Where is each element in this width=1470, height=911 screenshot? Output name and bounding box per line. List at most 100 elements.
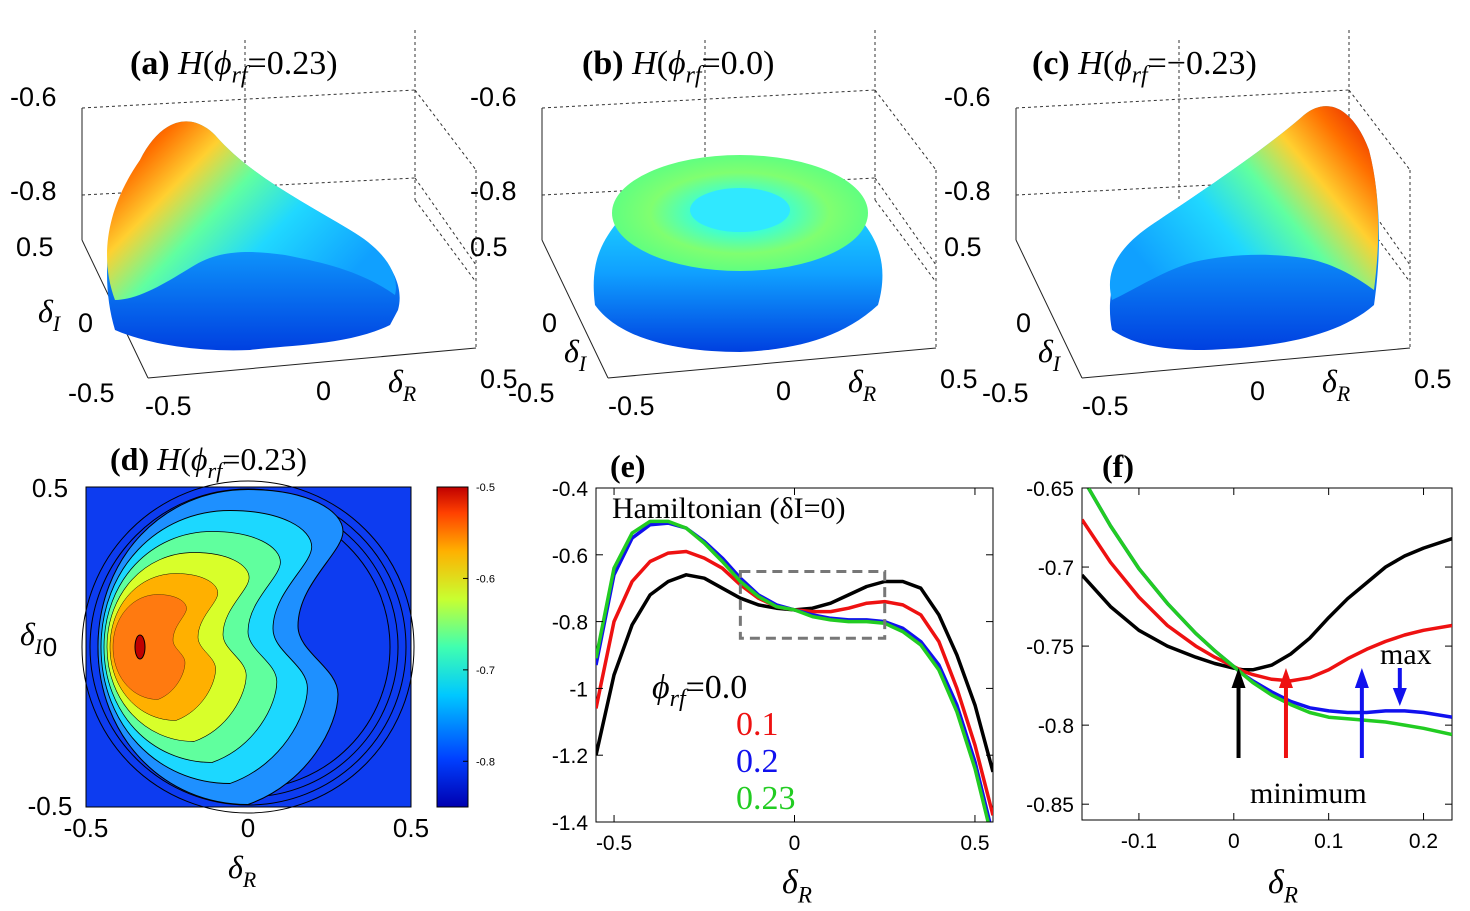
grid-line xyxy=(874,177,937,266)
title-paren-open: ( xyxy=(1103,45,1114,82)
y-tick-label: -0.4 xyxy=(552,478,589,501)
z-tick-label: -0.6 xyxy=(944,82,991,112)
x-tick-label: 0 xyxy=(776,376,791,406)
panel-label: (a) xyxy=(130,45,178,82)
axis-box xyxy=(541,108,937,379)
y-tick-label: 0.5 xyxy=(16,232,54,262)
contour-level-5 xyxy=(112,594,187,700)
delta-symbol: δ xyxy=(38,293,54,329)
arrow-head xyxy=(1354,668,1369,688)
y-tick-label: 0 xyxy=(542,308,557,338)
panel-3d-c: -0.6-0.80.50-0.5 -0.5 0 0.5δI δR(c) H(ϕrf=−0… xyxy=(944,30,1452,421)
title-H: H xyxy=(156,441,182,477)
x-tick-label: 0.1 xyxy=(1314,830,1343,853)
panel-3d-b: -0.6-0.80.50-0.5 -0.5 0 0.5δI δR(b) H(ϕrf=0.… xyxy=(470,30,978,421)
delta-symbol: δ xyxy=(1038,333,1054,369)
z-tick-label: -0.8 xyxy=(944,176,991,206)
x-tick-label: 0 xyxy=(1228,830,1240,853)
title-phi: ϕ xyxy=(1114,45,1132,82)
title-value: =0.0 xyxy=(701,45,763,82)
legend-entry-0.23: 0.23 xyxy=(736,780,796,817)
y-tick-label: -1.2 xyxy=(552,745,588,768)
delta-subscript: R xyxy=(242,868,256,892)
x-tick-label: -0.5 xyxy=(1082,391,1129,421)
delta-symbol: δ xyxy=(228,849,244,885)
y-tick-label: 0 xyxy=(43,632,57,662)
grid-line xyxy=(414,177,477,266)
series-line-0.1 xyxy=(1082,518,1452,683)
title-paren-open: ( xyxy=(203,45,214,82)
x-tick-label: 0.5 xyxy=(960,832,989,855)
title-paren-close: ) xyxy=(326,45,337,82)
grid-line xyxy=(414,199,477,283)
plot-area xyxy=(595,487,994,823)
legend-phi: ϕ xyxy=(652,669,670,706)
y-tick-label: -1.4 xyxy=(552,812,589,835)
x-tick-label: -0.1 xyxy=(1121,830,1157,853)
y-tick-label: 0.5 xyxy=(944,232,982,262)
x-axis-label: δR xyxy=(388,363,416,406)
x-tick-label: 0 xyxy=(789,832,801,855)
x-tick-label: 0.5 xyxy=(480,364,518,394)
y-tick-label: -0.85 xyxy=(1026,794,1074,817)
x-axis-label: δR xyxy=(1268,864,1298,909)
axis-box xyxy=(1015,108,1411,379)
y-tick-label: -0.5 xyxy=(68,378,115,408)
y-tick-label: -0.65 xyxy=(1026,478,1074,501)
x-tick-label: -0.5 xyxy=(608,391,655,421)
arrow-head xyxy=(1392,688,1407,706)
x-tick-label: 0 xyxy=(241,813,255,843)
y-tick-label: -0.7 xyxy=(1038,557,1074,580)
box-edge xyxy=(541,239,609,379)
y-tick-label: -0.8 xyxy=(552,612,588,635)
grid-line xyxy=(541,89,876,109)
delta-symbol: δ xyxy=(388,363,404,399)
grid-line xyxy=(81,89,416,109)
outer-ring xyxy=(81,480,415,814)
delta-subscript: I xyxy=(52,312,62,336)
plot-area xyxy=(1081,487,1453,821)
delta-subscript: I xyxy=(34,635,44,659)
grid-line xyxy=(1348,199,1411,283)
title-value: =0.23 xyxy=(248,45,327,82)
title-phi: ϕ xyxy=(214,45,232,82)
z-tick-label: -0.8 xyxy=(470,176,517,206)
title-paren-open: ( xyxy=(657,45,668,82)
legend-title: ϕrf=0.0 xyxy=(652,669,747,712)
x-axis-label: δR xyxy=(1322,363,1350,406)
box-edge xyxy=(607,347,937,379)
y-tick-label: -0.5 xyxy=(28,791,73,821)
title-subscript-rf: rf xyxy=(232,63,251,89)
y-axis-label: δI xyxy=(564,333,588,376)
title-paren-open: ( xyxy=(180,441,191,477)
y-tick-label: 0 xyxy=(78,308,93,338)
z-tick-label: -0.6 xyxy=(10,82,57,112)
panel-label: (e) xyxy=(610,448,646,484)
legend-entry-0.2: 0.2 xyxy=(736,743,779,780)
legend-entry-0.1: 0.1 xyxy=(736,706,779,743)
x-tick-label: -0.5 xyxy=(64,813,109,843)
delta-subscript: R xyxy=(1336,382,1350,406)
x-tick-label: -0.5 xyxy=(145,391,192,421)
title-paren-close: ) xyxy=(1245,45,1256,82)
panel-label: (d) xyxy=(110,441,157,477)
delta-subscript: R xyxy=(862,382,876,406)
box-edge xyxy=(147,347,477,379)
y-tick-label: -0.5 xyxy=(508,378,555,408)
x-tick-label: 0.2 xyxy=(1409,830,1438,853)
box-edge xyxy=(1081,347,1411,379)
colorbar-tick-label: -0.8 xyxy=(476,756,495,768)
title-subscript-rf: rf xyxy=(686,63,705,89)
x-axis-label: δR xyxy=(848,363,876,406)
colorbar-tick-label: -0.5 xyxy=(476,482,495,494)
panel-title: (b) H(ϕrf=0.0) xyxy=(582,45,774,89)
y-axis-label: δI xyxy=(20,616,44,659)
surface-hole xyxy=(690,188,790,232)
panel-title: (a) H(ϕrf=0.23) xyxy=(130,45,338,89)
title-paren-close: ) xyxy=(763,45,774,82)
title-phi: ϕ xyxy=(191,441,208,477)
y-tick-label: -1 xyxy=(569,678,588,701)
x-axis-label: δR xyxy=(782,864,812,909)
y-tick-label: -0.6 xyxy=(552,545,588,568)
